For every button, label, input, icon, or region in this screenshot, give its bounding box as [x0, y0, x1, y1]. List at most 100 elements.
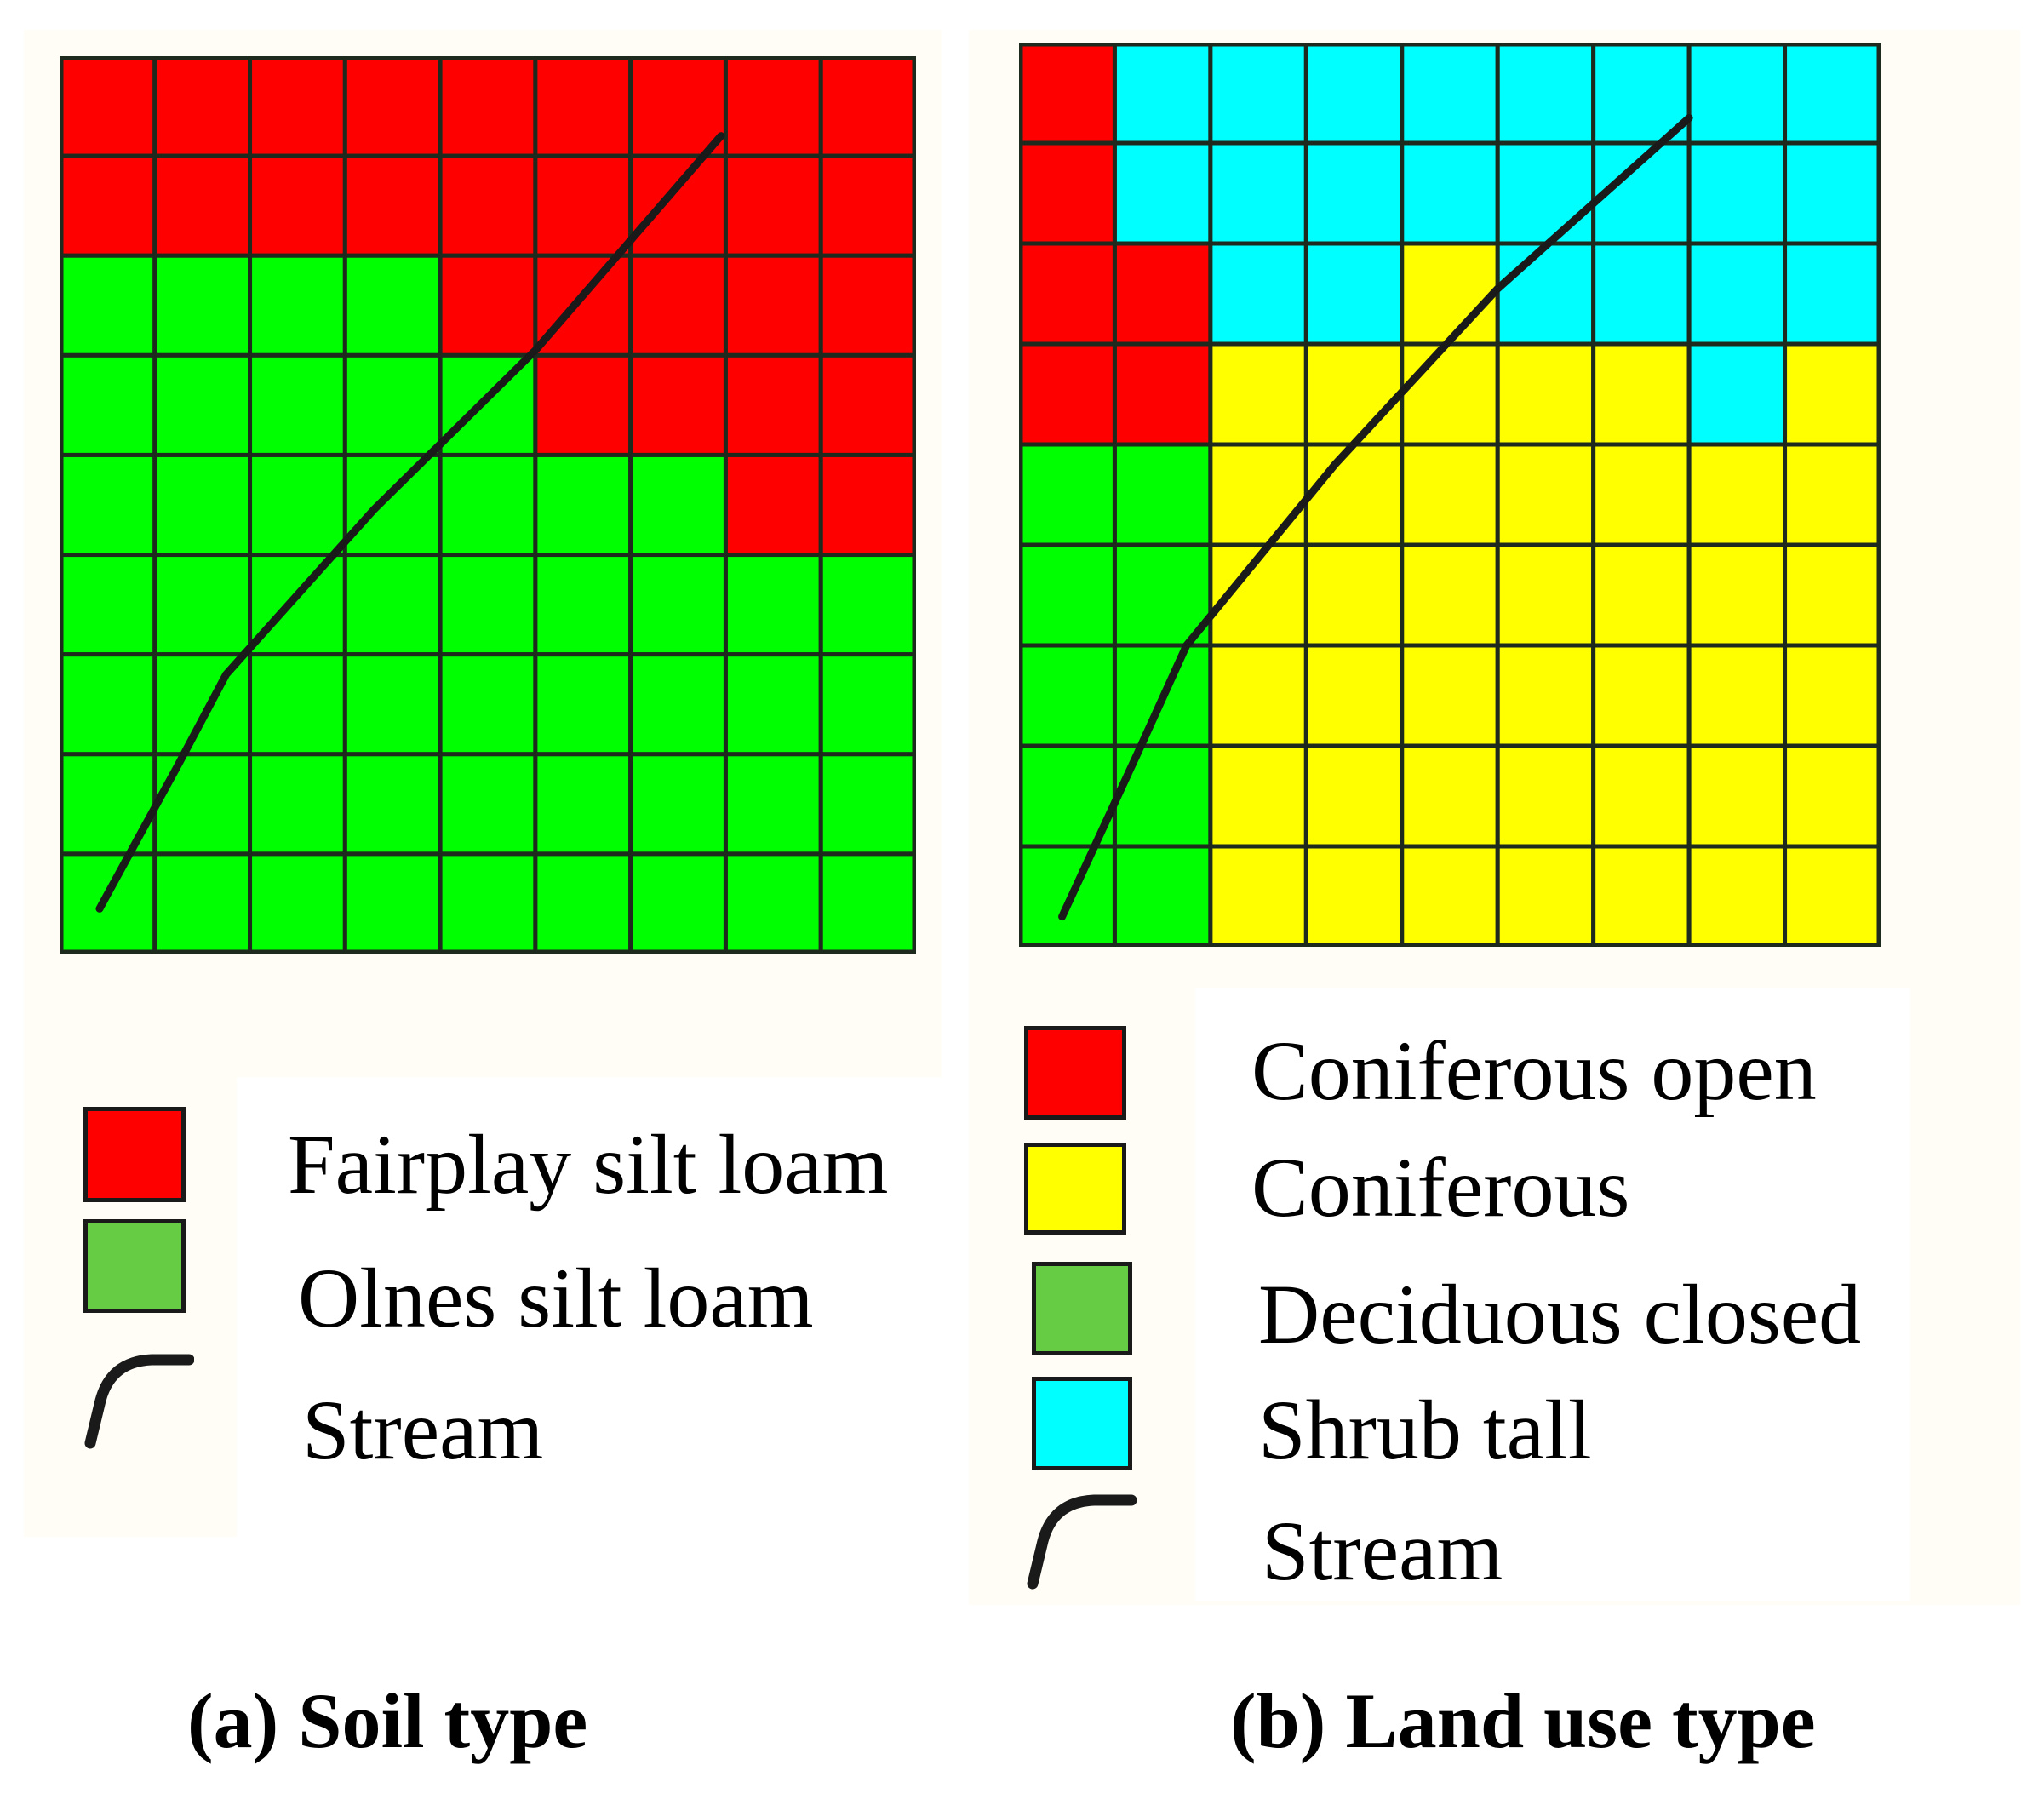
- landuse-cell: [1686, 341, 1788, 447]
- landuse-cell: [1686, 743, 1788, 849]
- legend-label-stream-b: Stream: [1262, 1504, 1503, 1598]
- landuse-cell: [1208, 43, 1308, 146]
- landuse-cell: [1686, 844, 1788, 947]
- soil-cell: [152, 452, 253, 558]
- soil-cell: [60, 851, 157, 954]
- stream-line-icon: [84, 1354, 194, 1449]
- legend-swatch-coniferous-open: [1024, 1026, 1126, 1120]
- landuse-cell: [1591, 442, 1692, 547]
- soil-cell: [60, 652, 157, 757]
- landuse-cell: [1112, 743, 1213, 849]
- soil-cell: [723, 851, 823, 954]
- soil-cell: [342, 352, 443, 457]
- soil-cell: [152, 851, 253, 954]
- soil-cell: [152, 752, 253, 857]
- soil-cell: [60, 56, 157, 158]
- soil-cell: [342, 153, 443, 258]
- soil-cell: [60, 153, 157, 258]
- soil-cell: [818, 56, 916, 158]
- soil-stream-line: [95, 132, 725, 913]
- landuse-cell: [1303, 743, 1405, 849]
- soil-cell: [342, 253, 443, 358]
- soil-cell: [438, 652, 538, 757]
- landuse-cell: [1208, 844, 1308, 947]
- landuse-cell: [1783, 844, 1881, 947]
- landuse-cell: [1591, 542, 1692, 648]
- landuse-cell: [1303, 43, 1405, 146]
- soil-cell: [152, 56, 253, 158]
- legend-swatch-fairplay: [83, 1107, 186, 1202]
- soil-cell: [342, 851, 443, 954]
- landuse-cell: [1208, 743, 1308, 849]
- soil-cell: [818, 153, 916, 258]
- soil-cell: [248, 752, 347, 857]
- legend-label-stream-a: Stream: [302, 1383, 544, 1477]
- landuse-cell: [1019, 844, 1117, 947]
- landuse-cell: [1591, 241, 1692, 347]
- legend-swatch-shrub-tall: [1032, 1377, 1132, 1470]
- legend-label-olnes: Olnes silt loam: [298, 1251, 814, 1345]
- soil-cell: [248, 253, 347, 358]
- landuse-cell: [1303, 241, 1405, 347]
- landuse-cell: [1686, 140, 1788, 246]
- soil-cell: [818, 253, 916, 358]
- landuse-cell: [1400, 643, 1500, 748]
- landuse-cell: [1686, 241, 1788, 347]
- landuse-cell: [1112, 341, 1213, 447]
- soil-cell: [438, 253, 538, 358]
- soil-cell: [152, 553, 253, 657]
- landuse-cell: [1783, 743, 1881, 849]
- land-use-grid: [1019, 43, 1881, 947]
- soil-cell: [818, 352, 916, 457]
- landuse-cell: [1495, 442, 1596, 547]
- landuse-cell: [1495, 140, 1596, 246]
- landuse-cell: [1208, 241, 1308, 347]
- landuse-cell: [1400, 542, 1500, 648]
- landuse-cell: [1400, 241, 1500, 347]
- landuse-cell: [1019, 140, 1117, 246]
- landuse-cell: [1783, 341, 1881, 447]
- soil-cell: [60, 352, 157, 457]
- soil-cell: [533, 253, 633, 358]
- soil-cell: [533, 652, 633, 757]
- soil-cell: [628, 652, 728, 757]
- landuse-cell: [1783, 643, 1881, 748]
- landuse-cell: [1686, 643, 1788, 748]
- landuse-cell: [1303, 341, 1405, 447]
- landuse-cell: [1019, 241, 1117, 347]
- landuse-cell: [1208, 442, 1308, 547]
- soil-cell: [248, 352, 347, 457]
- soil-cell: [438, 851, 538, 954]
- soil-cell: [818, 752, 916, 857]
- landuse-cell: [1112, 43, 1213, 146]
- landuse-cell: [1783, 140, 1881, 246]
- caption-soil-type: (a) Soil type: [187, 1677, 588, 1764]
- soil-cell: [438, 153, 538, 258]
- soil-cell: [342, 553, 443, 657]
- soil-cell: [628, 56, 728, 158]
- soil-cell: [438, 752, 538, 857]
- landuse-cell: [1783, 43, 1881, 146]
- soil-cell: [248, 851, 347, 954]
- soil-cell: [60, 452, 157, 558]
- landuse-stream-line: [1058, 114, 1693, 921]
- soil-cell: [628, 752, 728, 857]
- stream-line-icon: [1027, 1494, 1137, 1590]
- soil-cell: [723, 352, 823, 457]
- soil-cell: [438, 352, 538, 457]
- soil-cell: [438, 56, 538, 158]
- landuse-cell: [1112, 542, 1213, 648]
- soil-cell: [248, 553, 347, 657]
- legend-label-fairplay: Fairplay silt loam: [288, 1117, 889, 1212]
- landuse-cell: [1400, 341, 1500, 447]
- landuse-cell: [1686, 43, 1788, 146]
- landuse-cell: [1112, 140, 1213, 246]
- legend-label-coniferous-open: Coniferous open: [1251, 1023, 1817, 1118]
- soil-cell: [533, 752, 633, 857]
- landuse-cell: [1783, 542, 1881, 648]
- soil-cell: [818, 452, 916, 558]
- landuse-cell: [1019, 643, 1117, 748]
- landuse-cell: [1400, 743, 1500, 849]
- soil-cell: [723, 452, 823, 558]
- soil-cell: [533, 553, 633, 657]
